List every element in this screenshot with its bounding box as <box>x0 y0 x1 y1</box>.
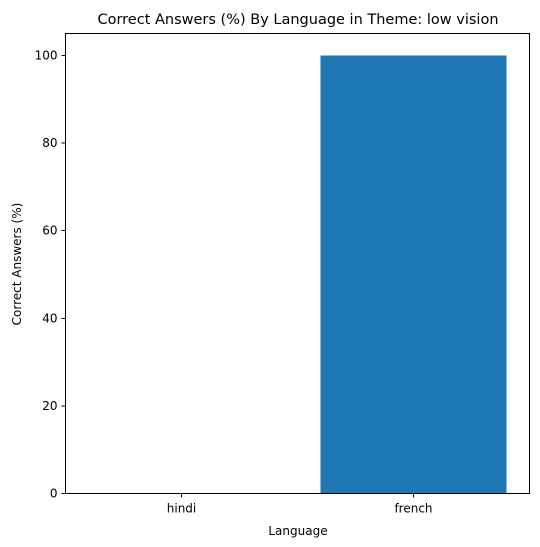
x-tick-label-french: french <box>394 502 432 516</box>
bars-layer <box>320 55 507 494</box>
x-axis-label: Language <box>268 524 327 538</box>
y-tick-label-0: 0 <box>50 487 58 501</box>
y-tick-label-20: 20 <box>42 399 57 413</box>
y-tick-label-60: 60 <box>42 224 57 238</box>
plot-frame <box>65 33 530 494</box>
y-tick-label-100: 100 <box>35 48 58 62</box>
x-tick-label-hindi: hindi <box>167 502 197 516</box>
y-tick-label-40: 40 <box>42 311 57 325</box>
y-axis: 0 20 40 60 80 100 <box>35 48 66 501</box>
chart-title: Correct Answers (%) By Language in Theme… <box>97 12 498 28</box>
x-axis: hindi french <box>167 493 433 516</box>
y-tick-label-80: 80 <box>42 136 57 150</box>
bar-french <box>320 55 507 494</box>
y-axis-label: Correct Answers (%) <box>10 203 24 326</box>
